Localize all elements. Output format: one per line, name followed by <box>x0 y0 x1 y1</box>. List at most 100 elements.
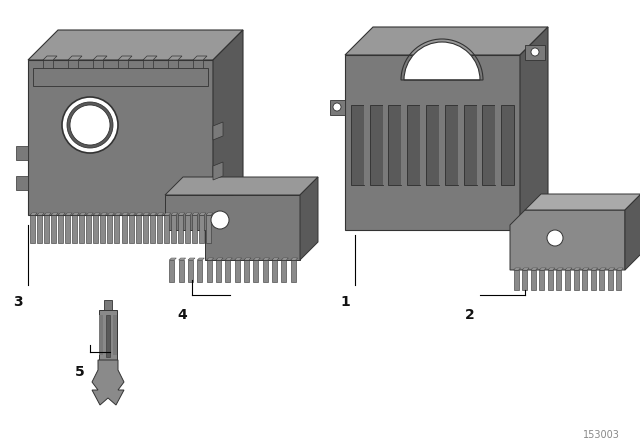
Polygon shape <box>565 270 570 290</box>
Polygon shape <box>345 55 520 230</box>
Polygon shape <box>216 258 223 260</box>
Polygon shape <box>16 146 28 160</box>
Polygon shape <box>108 215 113 243</box>
Circle shape <box>62 97 118 153</box>
Polygon shape <box>37 215 42 243</box>
Polygon shape <box>244 260 249 282</box>
Polygon shape <box>401 105 403 185</box>
Bar <box>483 105 495 185</box>
Polygon shape <box>72 213 79 215</box>
Polygon shape <box>207 260 212 282</box>
Polygon shape <box>170 258 177 260</box>
Polygon shape <box>225 260 230 282</box>
Polygon shape <box>28 60 213 215</box>
Polygon shape <box>420 105 422 185</box>
Bar <box>106 315 110 357</box>
Polygon shape <box>197 258 204 260</box>
Polygon shape <box>510 210 625 270</box>
Circle shape <box>70 105 110 145</box>
Bar <box>99 310 117 360</box>
Polygon shape <box>513 270 518 290</box>
Polygon shape <box>235 260 239 282</box>
Polygon shape <box>206 215 211 243</box>
Polygon shape <box>364 105 366 185</box>
Polygon shape <box>168 60 178 68</box>
Bar <box>445 105 458 185</box>
Polygon shape <box>199 213 206 215</box>
Polygon shape <box>193 60 203 68</box>
Polygon shape <box>540 268 547 270</box>
Bar <box>104 300 112 310</box>
Polygon shape <box>540 270 544 290</box>
Polygon shape <box>262 260 268 282</box>
Polygon shape <box>272 260 277 282</box>
Polygon shape <box>178 213 185 215</box>
Polygon shape <box>548 268 555 270</box>
Polygon shape <box>495 105 497 185</box>
Polygon shape <box>170 260 174 282</box>
Polygon shape <box>300 177 318 260</box>
Polygon shape <box>68 60 78 68</box>
Polygon shape <box>525 45 545 60</box>
Polygon shape <box>531 270 536 290</box>
Polygon shape <box>531 268 538 270</box>
Polygon shape <box>213 162 223 180</box>
Polygon shape <box>477 105 479 185</box>
Polygon shape <box>179 258 186 260</box>
Polygon shape <box>150 213 157 215</box>
Polygon shape <box>185 215 190 243</box>
Polygon shape <box>93 60 103 68</box>
Polygon shape <box>573 268 580 270</box>
Polygon shape <box>262 258 269 260</box>
Circle shape <box>67 102 113 148</box>
Polygon shape <box>44 215 49 243</box>
Polygon shape <box>235 258 242 260</box>
Polygon shape <box>143 215 148 243</box>
Polygon shape <box>115 215 120 243</box>
Polygon shape <box>330 100 345 115</box>
Polygon shape <box>168 56 182 60</box>
Circle shape <box>211 211 229 229</box>
Polygon shape <box>100 215 106 243</box>
Polygon shape <box>79 215 84 243</box>
Polygon shape <box>188 258 195 260</box>
Polygon shape <box>244 258 251 260</box>
Polygon shape <box>272 258 279 260</box>
Bar <box>501 105 514 185</box>
Polygon shape <box>625 194 640 270</box>
Polygon shape <box>556 270 561 290</box>
Polygon shape <box>93 213 100 215</box>
Polygon shape <box>122 213 129 215</box>
Polygon shape <box>86 215 92 243</box>
Polygon shape <box>115 213 122 215</box>
Circle shape <box>547 230 563 246</box>
Polygon shape <box>253 258 260 260</box>
Polygon shape <box>513 268 520 270</box>
Polygon shape <box>143 60 153 68</box>
Polygon shape <box>157 213 164 215</box>
Polygon shape <box>565 268 572 270</box>
Polygon shape <box>522 270 527 290</box>
Polygon shape <box>51 215 56 243</box>
Polygon shape <box>207 258 214 260</box>
Polygon shape <box>86 213 93 215</box>
Polygon shape <box>525 194 640 210</box>
Polygon shape <box>171 215 176 243</box>
Polygon shape <box>165 195 300 260</box>
Polygon shape <box>608 268 615 270</box>
Polygon shape <box>439 105 441 185</box>
Bar <box>407 105 420 185</box>
Polygon shape <box>548 270 553 290</box>
Polygon shape <box>179 260 184 282</box>
Polygon shape <box>253 260 259 282</box>
Polygon shape <box>72 215 77 243</box>
Text: 153003: 153003 <box>583 430 620 440</box>
Polygon shape <box>43 60 53 68</box>
Polygon shape <box>193 56 207 60</box>
Circle shape <box>333 103 341 111</box>
Wedge shape <box>404 42 480 80</box>
Polygon shape <box>178 215 183 243</box>
Polygon shape <box>197 260 202 282</box>
Bar <box>426 105 439 185</box>
Polygon shape <box>143 213 150 215</box>
